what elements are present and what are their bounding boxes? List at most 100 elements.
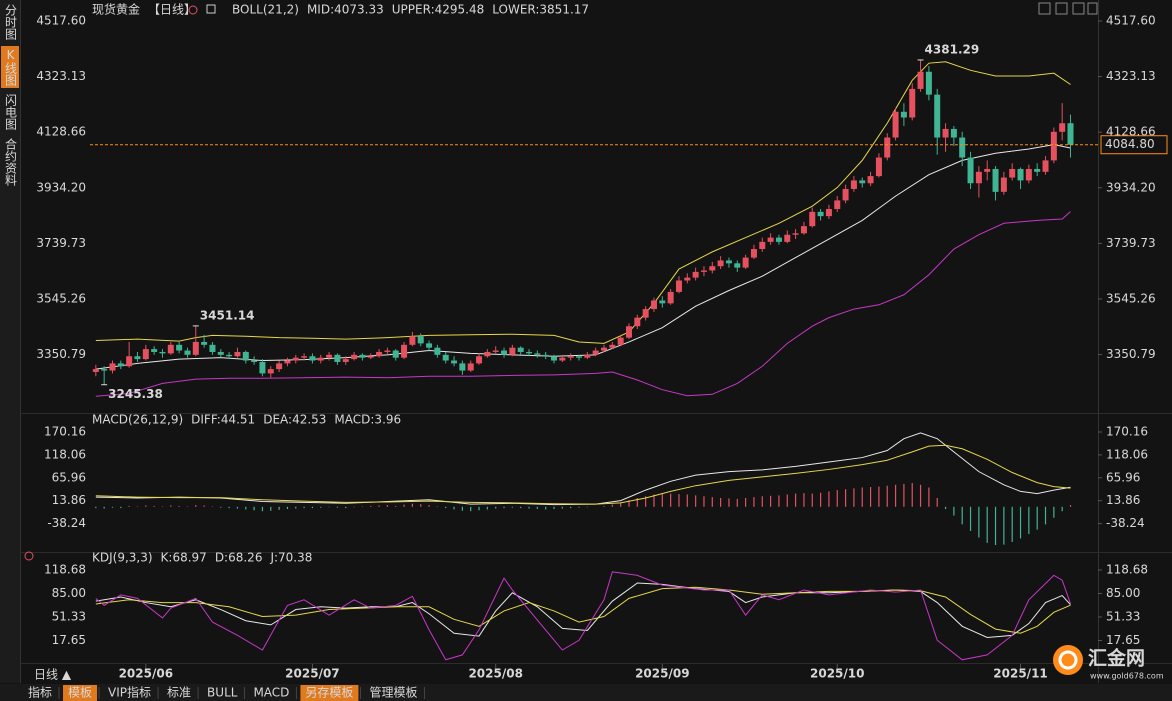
candle-body — [800, 226, 807, 234]
bottom-tab[interactable]: VIP指标 — [108, 685, 151, 700]
candle-body — [134, 356, 141, 360]
bottom-tab[interactable]: 模板 — [68, 686, 92, 700]
legend-label: K:68.97 — [161, 551, 207, 565]
y-tick-label: 13.86 — [1106, 493, 1140, 507]
candle-body — [617, 337, 624, 345]
side-tab[interactable]: K线图 — [4, 48, 18, 86]
candle-body — [142, 349, 149, 360]
y-tick-label: 3545.26 — [1106, 291, 1156, 305]
indicator-icon[interactable] — [206, 4, 216, 14]
legend-label: D:68.26 — [215, 551, 263, 565]
y-tick-label: 118.06 — [44, 447, 86, 461]
candle-body — [750, 249, 757, 258]
bottom-tab[interactable]: 指标 — [28, 685, 52, 700]
y-tick-label: 4128.66 — [1106, 125, 1156, 139]
candle-body — [492, 350, 499, 352]
candle-body — [1000, 177, 1007, 192]
candle-body — [659, 300, 666, 304]
period-button[interactable]: 日线 ▲ — [34, 668, 72, 682]
candle-body — [342, 359, 349, 362]
y-tick-label: 170.16 — [44, 425, 86, 439]
candle-body — [409, 336, 416, 345]
candle-body — [484, 351, 491, 357]
candle-body — [784, 234, 791, 242]
candle-body — [600, 347, 607, 351]
y-tick-label: 118.68 — [44, 562, 86, 576]
logo: 汇金网 — [1088, 647, 1145, 670]
candle-body — [401, 344, 408, 358]
candle-body — [301, 356, 308, 358]
candle-body — [675, 280, 682, 292]
y-tick-label: -38.24 — [47, 516, 86, 530]
candle-body — [1042, 160, 1049, 172]
legend-label: MACD(26,12,9) — [92, 413, 183, 427]
candle-body — [509, 347, 516, 355]
logo-url: www.gold678.com — [1090, 672, 1164, 681]
bottom-tab[interactable]: 管理模板 — [369, 685, 417, 700]
legend-label: DIFF:44.51 — [191, 413, 255, 427]
bottom-tab[interactable]: MACD — [253, 686, 289, 700]
candle-body — [1067, 123, 1074, 145]
candle-body — [242, 351, 249, 361]
candle-body — [351, 354, 358, 360]
indicator-line — [95, 432, 1071, 506]
bottom-tab[interactable]: BULL — [207, 686, 238, 700]
candle-body — [592, 350, 599, 355]
candle-body — [101, 369, 108, 371]
y-tick-label: 65.96 — [52, 470, 86, 484]
candle-body — [176, 344, 183, 351]
legend-label: 现货黄金 — [92, 2, 140, 17]
candle-body — [226, 354, 233, 357]
candle-body — [634, 317, 641, 327]
x-tick-label: 2025/08 — [468, 667, 522, 681]
legend-label: 【日线】 — [148, 3, 196, 17]
candle-body — [284, 360, 291, 364]
settings-icon[interactable] — [188, 5, 198, 15]
candle-body — [809, 211, 816, 227]
window-icons — [1038, 2, 1098, 15]
legend-label: MID:4073.33 — [307, 3, 384, 17]
candle-body — [775, 237, 782, 242]
candle-body — [642, 309, 649, 318]
candle-body — [975, 171, 982, 184]
side-tab[interactable]: 分时图 — [4, 4, 18, 40]
candle-body — [326, 354, 333, 358]
candle-body — [692, 271, 699, 278]
candle-body — [959, 137, 966, 158]
x-tick-label: 2025/09 — [635, 667, 689, 681]
legend-label: UPPER:4295.48 — [392, 3, 484, 17]
y-tick-label: 4517.60 — [1106, 13, 1156, 27]
candle-body — [984, 168, 991, 172]
candle-body — [900, 111, 907, 118]
candle-body — [817, 211, 824, 217]
candle-body — [151, 349, 158, 352]
candle-body — [92, 369, 99, 372]
candle-body — [376, 351, 383, 357]
candle-body — [384, 350, 391, 352]
candle-body — [251, 360, 258, 362]
candle-body — [884, 137, 891, 158]
y-tick-label: 3350.79 — [1106, 347, 1156, 361]
candle-body — [934, 94, 941, 138]
candle-body — [276, 363, 283, 370]
indicator-line — [95, 211, 1071, 397]
candle-body — [392, 350, 399, 358]
candle-body — [917, 71, 924, 89]
bottom-tab[interactable]: 另存模板 — [305, 686, 353, 700]
side-tab[interactable]: 闪电图 — [4, 94, 18, 130]
candle-body — [292, 357, 299, 361]
bottom-tab[interactable]: 标准 — [167, 686, 191, 700]
bottom-tab-active — [63, 685, 98, 701]
side-tab[interactable]: 合约资料 — [4, 137, 18, 186]
candle-body — [426, 343, 433, 348]
candle-body — [992, 168, 999, 192]
pane-icon[interactable] — [24, 551, 34, 561]
candle-body — [950, 128, 957, 138]
y-tick-label: 3739.73 — [36, 236, 86, 250]
candle-body — [159, 351, 166, 354]
y-tick-label: 3934.20 — [36, 180, 86, 194]
candle-body — [451, 360, 458, 364]
bottom-tab-active — [300, 685, 359, 701]
candle-body — [576, 356, 583, 358]
